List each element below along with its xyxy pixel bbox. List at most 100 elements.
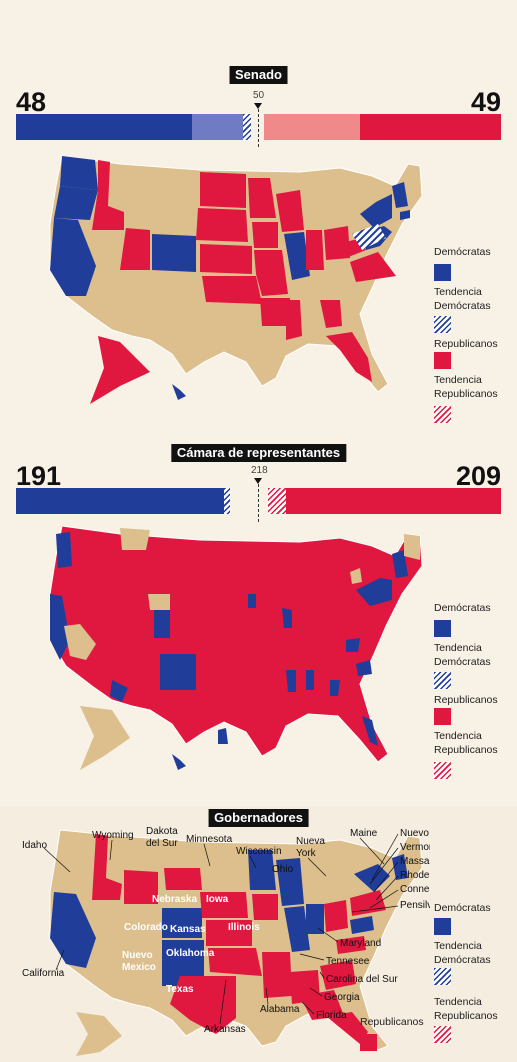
house-dem-total: 191 — [16, 461, 62, 491]
house-legend-rep-swatch — [434, 708, 451, 725]
house-majority-label: 218 — [251, 465, 268, 476]
governors-leader-lines — [43, 833, 399, 1025]
house-legend-lean-dem-label-1: Tendencia — [434, 642, 482, 654]
legend-lean-rep-swatch — [434, 406, 451, 423]
house-bar-dem-lean — [224, 488, 230, 514]
governors-map-states — [50, 834, 408, 1044]
label-florida: Florida — [316, 1010, 347, 1021]
label-mexico: Mexico — [122, 962, 156, 973]
label-arkansas: Arkansas — [204, 1024, 246, 1035]
house-legend-lean-dem-swatch — [434, 672, 451, 689]
gov-legend-rep-swatch — [360, 1034, 377, 1051]
label-georgia: Georgia — [324, 992, 360, 1003]
legend-lean-rep-label-1: Tendencia — [434, 374, 482, 386]
label-del-sur: del Sur — [146, 838, 178, 849]
label-pensilvania: Pensilvania — [400, 900, 430, 911]
legend-lean-dem-swatch — [434, 316, 451, 333]
senate-bar-rep-lean — [264, 114, 360, 140]
label-carolina-del-sur: Carolina del Sur — [326, 974, 398, 985]
gov-legend-dem-swatch — [434, 918, 451, 935]
house-bar-dem — [16, 488, 224, 514]
legend-lean-dem-label-1: Tendencia — [434, 286, 482, 298]
label-rhode-island: Rhode Island — [400, 870, 430, 881]
label-maine: Maine — [350, 828, 378, 839]
label-wyoming: Wyoming — [92, 830, 134, 841]
governors-map: Idaho Wyoming Dakota del Sur Minnesota W… — [22, 826, 430, 1056]
label-alabama: Alabama — [260, 1004, 300, 1015]
label-nebraska: Nebraska — [152, 894, 197, 905]
senate-majority-marker — [254, 103, 262, 109]
legend-lean-rep-label-2: Republicanos — [434, 388, 498, 400]
governors-title: Gobernadores — [208, 809, 309, 827]
senate-majority-line — [258, 109, 259, 147]
senate-rep-total: 49 — [470, 87, 501, 117]
gov-legend-lean-rep-swatch — [434, 1026, 451, 1043]
label-colorado: Colorado — [124, 922, 168, 933]
label-wisconsin: Wisconsin — [236, 846, 282, 857]
house-legend-lean-rep-swatch — [434, 762, 451, 779]
house-dem-districts — [50, 532, 408, 746]
senate-section: Senado 48 49 50 — [0, 0, 517, 432]
house-title: Cámara de representantes — [170, 444, 347, 462]
gov-legend-lean-rep-label-1: Tendencia — [434, 996, 482, 1008]
label-idaho: Idaho — [22, 840, 47, 851]
label-massachusetts: Massachusetts — [400, 856, 430, 867]
senate-map-lean — [352, 224, 386, 250]
legend-rep-swatch — [434, 352, 451, 369]
house-alaska — [80, 706, 130, 770]
house-legend-lean-rep-label-1: Tendencia — [434, 730, 482, 742]
senate-bar-dem-lean — [192, 114, 243, 140]
governors-section: Gobernadores — [0, 806, 517, 1062]
label-dakota: Dakota — [146, 826, 178, 837]
gov-alaska — [76, 1012, 122, 1056]
legend-dem-swatch — [434, 264, 451, 281]
senate-majority-label: 50 — [253, 90, 265, 101]
label-ohio: Ohio — [272, 864, 294, 875]
house-legend-dem-label: Demócratas — [434, 602, 491, 614]
senate-dem-total: 48 — [16, 87, 47, 117]
house-hawaii — [172, 754, 186, 770]
house-rep-total: 209 — [455, 461, 501, 491]
label-nuevo-hampshire: Nuevo Hampshire — [400, 828, 430, 839]
house-legend-lean-rep-label-2: Republicanos — [434, 744, 498, 756]
legend-lean-dem-label-2: Demócratas — [434, 300, 491, 312]
senate-bar-dem-tossup — [243, 114, 251, 140]
label-tennesee: Tennesee — [326, 956, 370, 967]
label-texas: Texas — [166, 984, 194, 995]
label-iowa: Iowa — [206, 894, 229, 905]
house-legend-dem-swatch — [434, 620, 451, 637]
senate-bar-dem — [16, 114, 192, 140]
house-majority-marker — [254, 478, 262, 484]
gov-legend-rep-label: Republicanos — [360, 1016, 424, 1028]
label-oklahoma: Oklahoma — [166, 948, 215, 959]
gov-legend-lean-dem-swatch — [434, 968, 451, 985]
senate-map — [49, 155, 423, 404]
senate-bar-rep — [360, 114, 501, 140]
senate-map-states — [50, 156, 410, 382]
label-california: California — [22, 968, 65, 979]
label-york: York — [296, 848, 317, 859]
hawaii — [172, 384, 186, 400]
gov-legend-dem-label: Demócratas — [434, 902, 491, 914]
senate-title: Senado — [229, 66, 288, 84]
label-vermont: Vermont — [400, 842, 430, 853]
label-nueva: Nueva — [296, 836, 325, 847]
legend-rep-label: Republicanos — [434, 338, 498, 350]
label-maryland: Maryland — [340, 938, 381, 949]
house-section: Cámara de representantes 191 209 218 — [0, 432, 517, 806]
label-minnesota: Minnesota — [186, 834, 233, 845]
label-illinois: Illinois — [228, 922, 260, 933]
label-connecticut: Connecticut — [400, 884, 430, 895]
house-bar-rep-lean — [268, 488, 286, 514]
house-legend-lean-dem-label-2: Demócratas — [434, 656, 491, 668]
house-bar-rep — [286, 488, 501, 514]
gov-legend-lean-dem-label-1: Tendencia — [434, 940, 482, 952]
legend-dem-label: Demócratas — [434, 246, 491, 258]
house-majority-line — [258, 484, 259, 522]
house-neutral-areas — [64, 528, 420, 660]
house-legend-rep-label: Republicanos — [434, 694, 498, 706]
label-nuevo: Nuevo — [122, 950, 153, 961]
label-kansas: Kansas — [170, 924, 206, 935]
house-map — [49, 525, 423, 770]
gov-legend-lean-rep-label-2: Republicanos — [434, 1010, 498, 1022]
